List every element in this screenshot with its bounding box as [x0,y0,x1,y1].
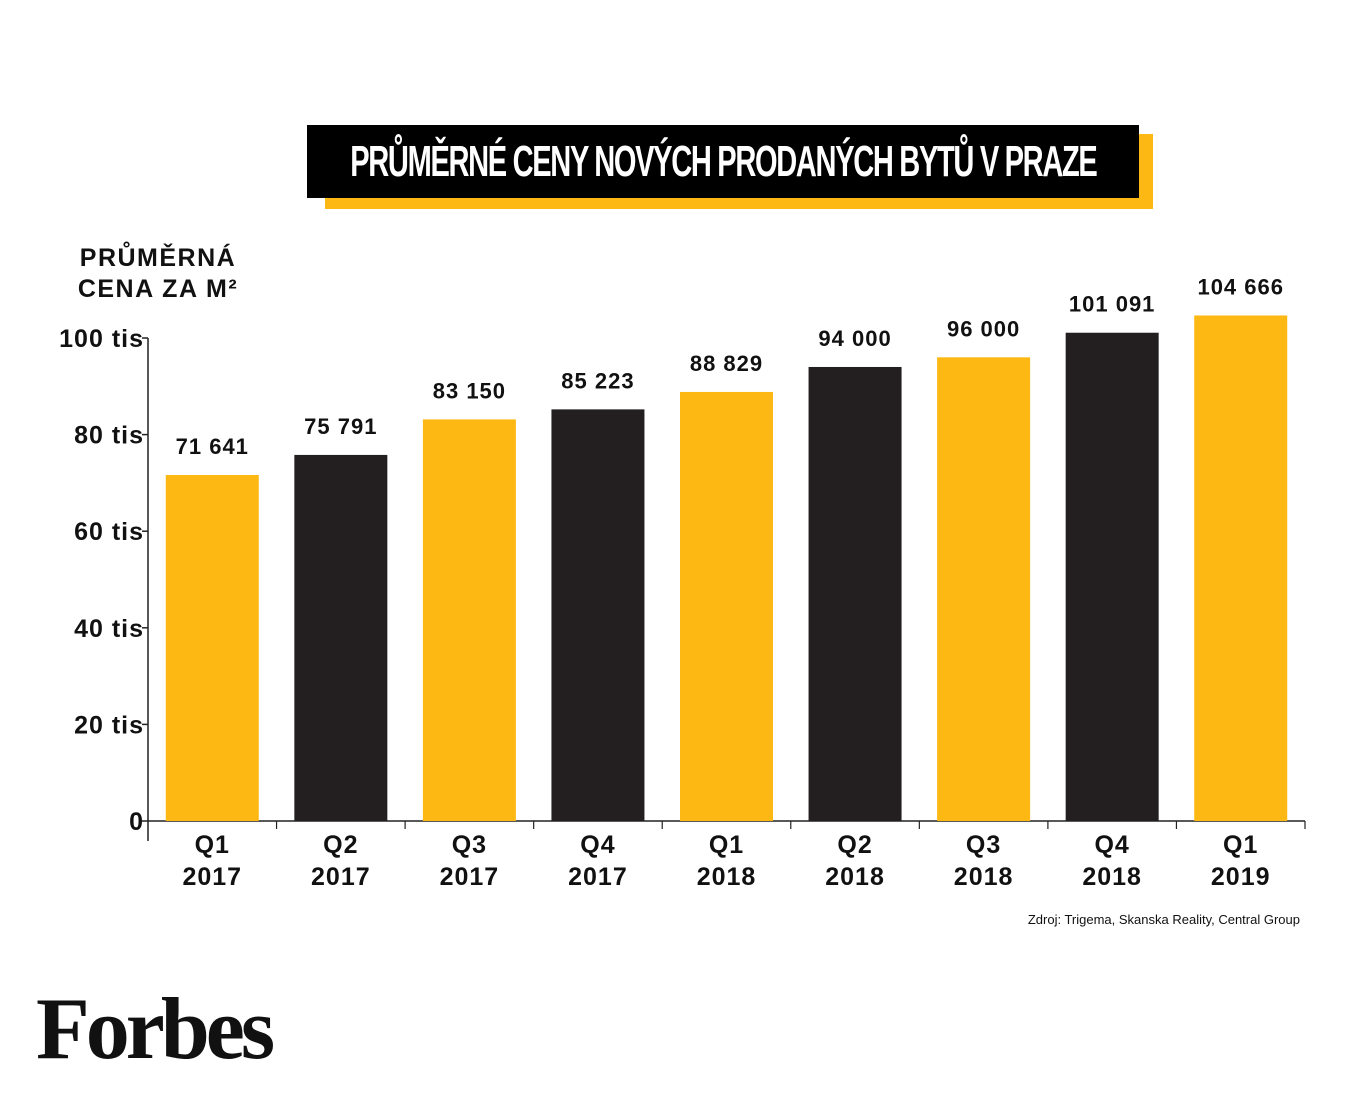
bar-value-label: 94 000 [818,326,891,351]
y-tick-label: 0 [129,808,144,836]
bar [422,419,516,821]
x-tick-label-year: 2017 [440,863,500,891]
bar-value-label: 96 000 [947,316,1020,341]
y-axis-label-line-2: CENA ZA M² [77,275,239,303]
bar-value-label: 75 791 [304,414,377,439]
bar-value-label: 88 829 [690,351,763,376]
x-tick-label-quarter: Q1 [709,831,744,859]
x-tick-label-year: 2019 [1211,863,1271,891]
bar-value-label: 71 641 [176,434,249,459]
bar [294,454,388,821]
x-tick-label-year: 2018 [1082,863,1142,891]
x-tick-label-year: 2018 [697,863,757,891]
x-tick-label-year: 2017 [182,863,242,891]
x-tick-label-quarter: Q1 [1223,831,1258,859]
bar-value-label: 85 223 [561,368,634,393]
x-tick-label-quarter: Q4 [1094,831,1129,859]
x-tick-label-quarter: Q2 [323,831,358,859]
y-tick-label: 20 tis [74,711,144,739]
bar [165,474,259,821]
y-tick-label: 40 tis [74,615,144,643]
x-tick-label-year: 2018 [954,863,1014,891]
bar-value-label: 104 666 [1197,274,1284,299]
x-tick-label-quarter: Q1 [195,831,230,859]
y-axis-label-line-1: PRŮMĚRNÁ [79,244,237,272]
x-tick-label-quarter: Q3 [966,831,1001,859]
bar [551,409,645,821]
bar [1065,332,1159,821]
x-tick-label-year: 2017 [568,863,628,891]
bar-value-label: 83 150 [433,378,506,403]
title-box: PRŮMĚRNÉ CENY NOVÝCH PRODANÝCH BYTŮ V PR… [307,125,1139,198]
bar-value-label: 101 091 [1069,292,1156,317]
bar [680,391,773,821]
y-tick-label: 80 tis [74,422,144,450]
x-tick-label-year: 2017 [311,863,371,891]
bar [1194,315,1288,821]
forbes-logo: Forbes [36,981,275,1078]
y-tick-label: 100 tis [59,325,144,353]
bar [937,357,1031,821]
x-tick-label-quarter: Q3 [452,831,487,859]
bar [808,366,902,821]
x-tick-label-quarter: Q4 [580,831,615,859]
x-tick-label-year: 2018 [825,863,885,891]
source-note: Zdroj: Trigema, Skanska Reality, Central… [1027,912,1300,927]
title-banner: PRŮMĚRNÉ CENY NOVÝCH PRODANÝCH BYTŮ V PR… [307,125,1153,209]
chart-title: PRŮMĚRNÉ CENY NOVÝCH PRODANÝCH BYTŮ V PR… [349,136,1098,186]
x-tick-label-quarter: Q2 [837,831,872,859]
y-tick-label: 60 tis [74,518,144,546]
y-axis-label: PRŮMĚRNÁ CENA ZA M² [40,243,276,305]
